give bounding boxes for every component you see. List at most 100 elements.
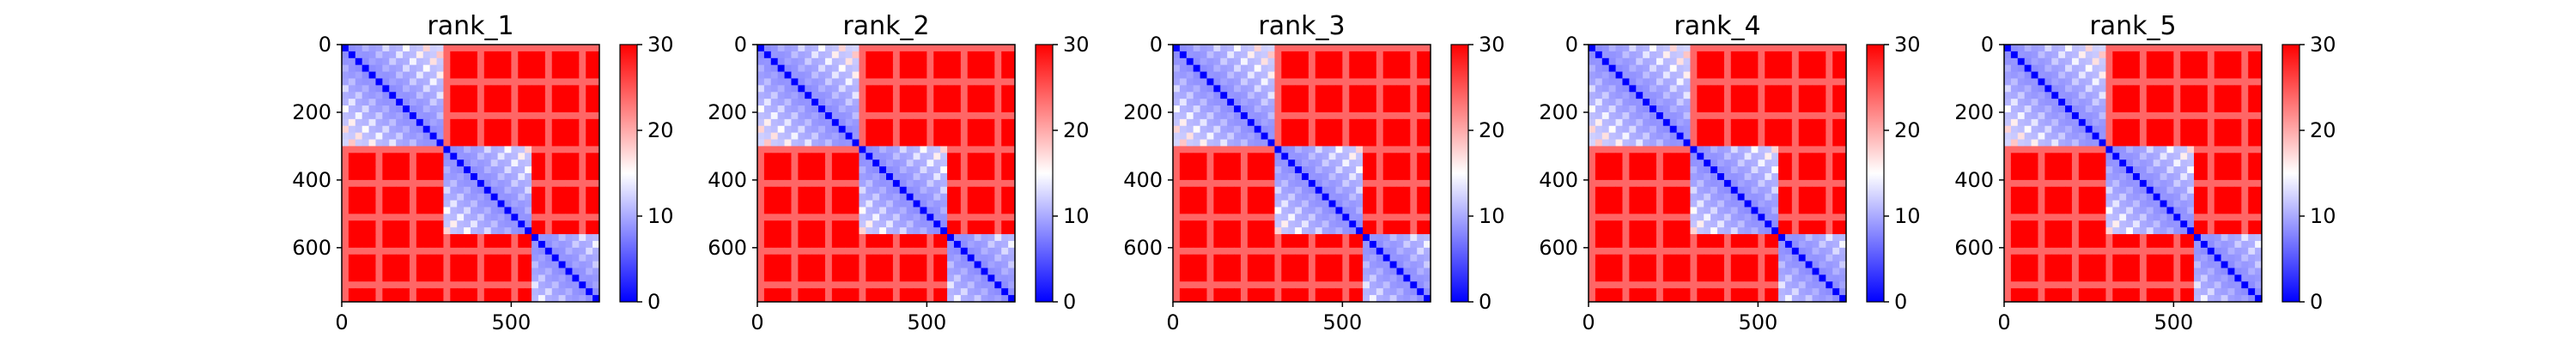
heatmap-cell [798,295,805,303]
heatmap-cell [497,166,505,174]
heatmap-cell [551,173,560,181]
heatmap-cell [422,118,431,127]
heatmap-cell [1173,78,1181,86]
heatmap-cell [1656,118,1664,127]
heatmap-cell [987,268,995,275]
heatmap-cell [1601,111,1610,120]
heatmap-cell [457,78,465,86]
heatmap-cell [1369,99,1377,106]
heatmap-cell [906,261,914,269]
heatmap-cell [872,153,880,160]
heatmap-cell [777,85,786,93]
heatmap-cell [913,173,920,181]
heatmap-cell [1206,247,1214,256]
heatmap-cell [382,281,390,289]
heatmap-cell [981,51,988,59]
heatmap-cell [389,146,397,153]
heatmap-cell [504,64,512,73]
heatmap-cell [913,193,920,202]
heatmap-cell [947,139,955,147]
heatmap-cell [913,99,920,106]
heatmap-cell [457,295,465,303]
heatmap-cell [375,261,383,269]
heatmap-cell [1261,132,1269,141]
heatmap-cell [1784,57,1793,66]
heatmap-cell [457,173,465,181]
heatmap-cell [490,234,499,242]
heatmap-cell [892,234,901,242]
heatmap-cell [511,125,519,134]
heatmap-cell [886,247,894,256]
heatmap-cell [899,64,908,73]
heatmap-cell [579,92,586,99]
heatmap-cell [538,240,546,249]
heatmap-cell [1363,200,1370,208]
heatmap-cell [1690,139,1698,147]
heatmap-cell [532,227,539,235]
heatmap-cell [838,261,847,269]
heatmap-cell [1396,92,1404,99]
heatmap-cell [1636,118,1643,127]
heatmap-cell [1288,92,1296,99]
heatmap-cell [1335,125,1343,134]
heatmap-cell [770,179,779,188]
heatmap-cell [852,85,860,93]
heatmap-cell [1274,85,1282,93]
heatmap-cell [906,139,914,147]
heatmap-cell [981,146,988,153]
heatmap-cell [1608,45,1617,52]
heatmap-cell [1730,85,1739,93]
heatmap-cell [551,186,560,195]
heatmap-cell [572,146,580,153]
heatmap-cell [1200,179,1207,188]
heatmap-cell [1227,153,1235,160]
heatmap-cell [403,45,410,52]
heatmap-cell [1424,105,1431,113]
heatmap-cell [544,268,553,275]
heatmap-cell [1206,261,1214,269]
heatmap-cell [1335,45,1343,52]
heatmap-cell [586,240,593,249]
heatmap-cell [1206,274,1214,282]
heatmap-cell [1676,99,1685,106]
heatmap-cell [1622,105,1630,113]
heatmap-cell [1424,71,1431,79]
heatmap-cell [1369,234,1377,242]
heatmap-cell [1403,179,1411,188]
heatmap-cell [1382,207,1391,214]
heatmap-cell [551,57,560,66]
heatmap-cell [763,166,772,174]
heatmap-cell [1363,227,1370,235]
heatmap-cell [1649,99,1657,106]
heatmap-cell [382,234,390,242]
heatmap-cell [1220,71,1228,79]
heatmap-cell [1335,173,1343,181]
heatmap-cell [1261,166,1269,174]
heatmap-cell [933,57,941,66]
heatmap-cell [1363,57,1370,66]
heatmap-cell [1274,214,1282,221]
heatmap-cell [818,186,826,195]
heatmap-cell [927,64,934,73]
heatmap-cell [504,281,512,289]
heatmap-cell [953,111,962,120]
heatmap-cell [1179,45,1188,52]
heatmap-cell [1247,146,1255,153]
heatmap-cell [1200,220,1207,228]
heatmap-cell [1308,186,1316,195]
heatmap-cell [845,85,854,93]
heatmap-cell [429,295,438,303]
heatmap-cell [981,268,988,275]
heatmap-cell [518,207,526,214]
heatmap-cell [1281,64,1289,73]
heatmap-cell [361,281,370,289]
heatmap-cell [497,254,505,262]
heatmap-cell [1839,57,1847,66]
heatmap-cell [477,227,485,235]
heatmap-cell [409,45,417,52]
heatmap-cell [558,193,567,202]
heatmap-cell [525,99,532,106]
heatmap-cell [838,45,847,52]
heatmap-cell [940,274,948,282]
heatmap-cell [1417,214,1425,221]
